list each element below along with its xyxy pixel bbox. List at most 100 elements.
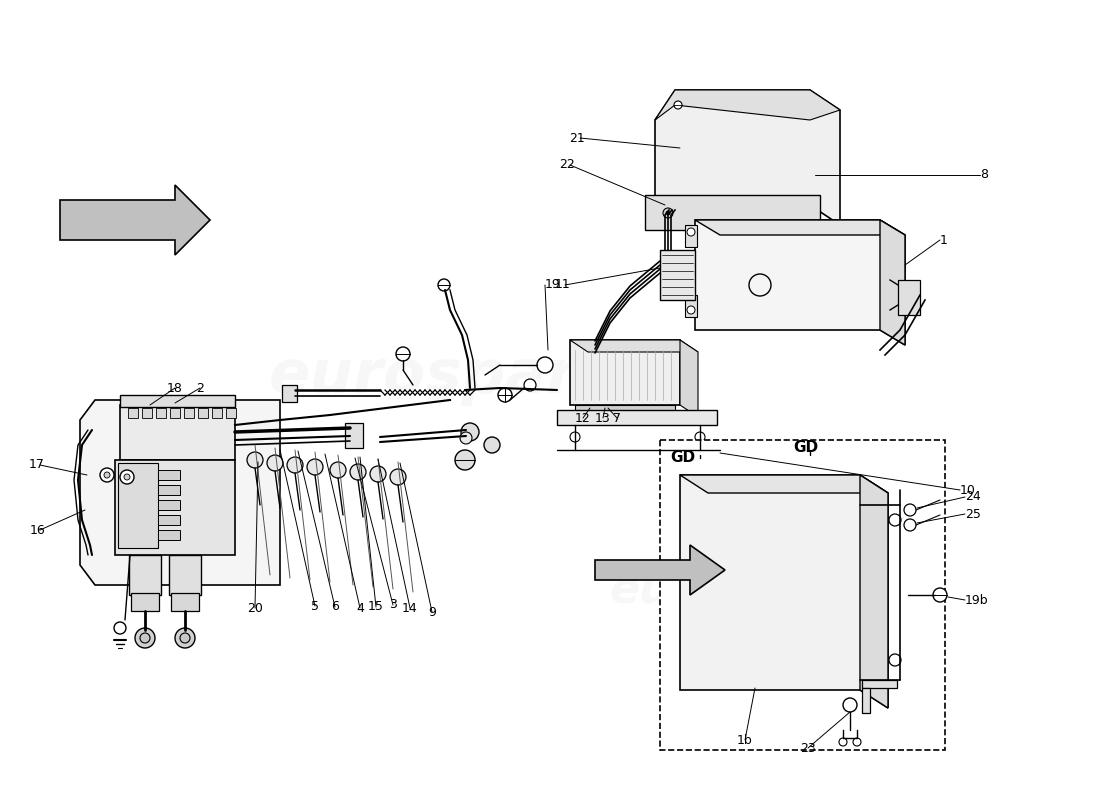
Circle shape (461, 423, 478, 441)
Bar (116, 460, 235, 555)
Bar (557, 410, 717, 425)
Polygon shape (680, 340, 698, 417)
Polygon shape (60, 185, 210, 255)
Text: 14: 14 (403, 602, 418, 614)
Bar (142, 408, 152, 418)
Bar (128, 408, 138, 418)
Circle shape (396, 347, 410, 361)
Circle shape (287, 457, 303, 473)
Text: eurospares: eurospares (268, 346, 656, 406)
Bar (198, 408, 208, 418)
Text: 22: 22 (559, 158, 575, 171)
Polygon shape (680, 475, 888, 708)
Bar (170, 593, 199, 611)
Circle shape (460, 432, 472, 444)
Circle shape (330, 462, 346, 478)
Polygon shape (654, 90, 840, 225)
Text: 17: 17 (29, 458, 45, 471)
Bar (169, 555, 201, 595)
Bar (570, 340, 680, 405)
Polygon shape (860, 475, 888, 708)
Text: 1b: 1b (737, 734, 752, 746)
Circle shape (135, 628, 155, 648)
Circle shape (695, 432, 705, 442)
Text: GD: GD (793, 439, 818, 454)
Text: 16: 16 (30, 523, 45, 537)
Text: 20: 20 (248, 602, 263, 614)
Bar (862, 688, 870, 713)
Text: 6: 6 (331, 601, 339, 614)
Circle shape (100, 468, 114, 482)
Circle shape (852, 738, 861, 746)
Circle shape (104, 472, 110, 478)
Bar (184, 408, 194, 418)
Bar (685, 225, 697, 247)
Circle shape (889, 654, 901, 666)
Circle shape (570, 432, 580, 442)
Text: 23: 23 (800, 742, 816, 754)
Circle shape (350, 464, 366, 480)
Text: 2: 2 (196, 382, 204, 394)
Bar (158, 515, 180, 525)
Circle shape (307, 459, 323, 475)
Text: 21: 21 (570, 131, 585, 145)
Bar (158, 470, 180, 480)
Circle shape (180, 633, 190, 643)
Text: 15: 15 (368, 601, 384, 614)
Text: 11: 11 (554, 278, 570, 291)
Circle shape (267, 455, 283, 471)
Bar (645, 195, 820, 230)
Text: 3: 3 (389, 598, 397, 611)
Text: 25: 25 (965, 507, 981, 521)
Circle shape (688, 306, 695, 314)
Circle shape (438, 279, 450, 291)
Text: 8: 8 (980, 169, 988, 182)
Bar (685, 295, 697, 317)
Bar (226, 408, 236, 418)
Circle shape (537, 357, 553, 373)
Circle shape (749, 274, 771, 296)
Bar (158, 500, 180, 510)
Bar (898, 280, 920, 315)
Circle shape (904, 504, 916, 516)
Text: 18: 18 (167, 382, 183, 394)
Bar (158, 530, 180, 540)
Circle shape (843, 698, 857, 712)
Bar (118, 463, 158, 548)
Circle shape (484, 437, 500, 453)
Bar (862, 680, 896, 688)
Circle shape (370, 466, 386, 482)
Text: 1: 1 (940, 234, 948, 246)
Circle shape (666, 211, 670, 215)
Circle shape (248, 452, 263, 468)
Polygon shape (880, 220, 905, 345)
Bar (156, 408, 166, 418)
Bar (660, 250, 695, 300)
Circle shape (175, 628, 195, 648)
Text: 12: 12 (575, 411, 591, 425)
Bar (282, 385, 297, 402)
Circle shape (140, 633, 150, 643)
Circle shape (889, 514, 901, 526)
Circle shape (498, 388, 512, 402)
Bar (120, 405, 235, 460)
Bar (345, 423, 363, 448)
Text: 24: 24 (965, 490, 981, 503)
Circle shape (524, 379, 536, 391)
Text: 10: 10 (960, 483, 976, 497)
Circle shape (674, 101, 682, 109)
Circle shape (390, 469, 406, 485)
Bar (120, 395, 235, 407)
Polygon shape (654, 90, 840, 120)
Text: GD: GD (670, 450, 695, 465)
Text: 19b: 19b (965, 594, 989, 606)
Text: 9: 9 (428, 606, 436, 618)
Bar (129, 555, 161, 595)
Circle shape (120, 470, 134, 484)
Circle shape (124, 474, 130, 480)
Text: 7: 7 (613, 411, 621, 425)
Bar (212, 408, 222, 418)
Circle shape (663, 208, 673, 218)
Text: 4: 4 (356, 602, 364, 614)
Polygon shape (695, 220, 905, 235)
